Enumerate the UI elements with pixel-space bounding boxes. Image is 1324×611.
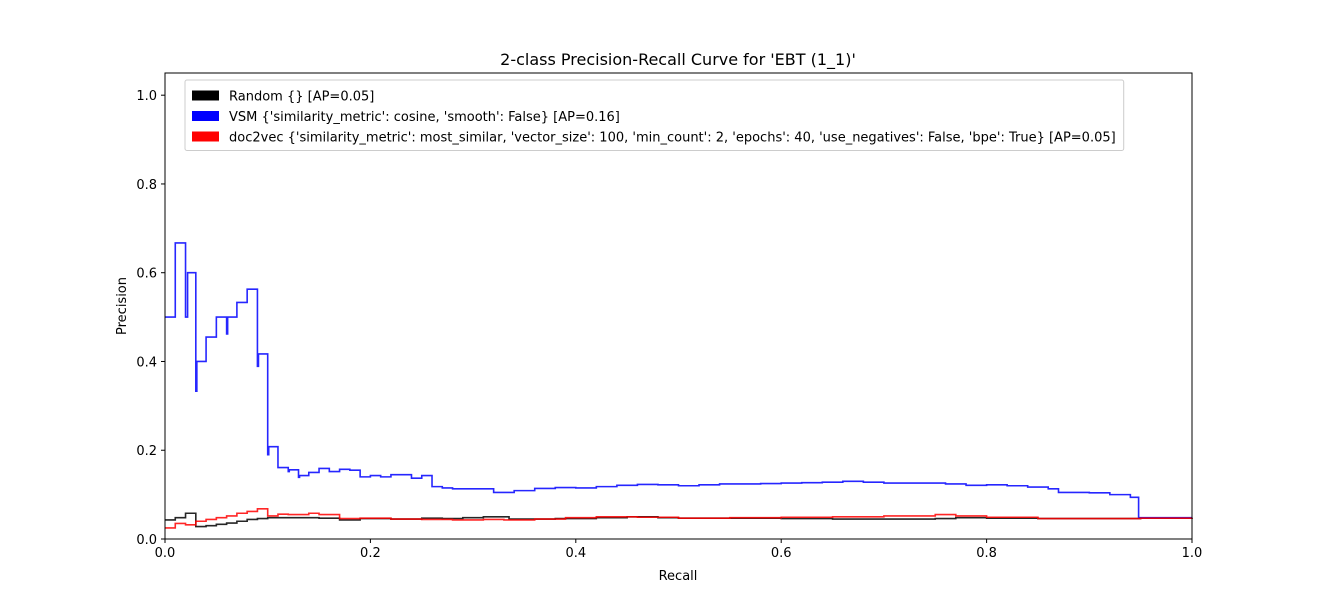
legend-box — [184, 79, 1125, 151]
legend: Random {} [AP=0.05] VSM {'similarity_metr… — [184, 79, 1125, 151]
y-axis-label: Precision — [115, 277, 130, 335]
y-tick-label: 0.8 — [136, 178, 157, 193]
x-tick-label: 0.0 — [155, 546, 176, 561]
series-line-0 — [165, 512, 1193, 528]
series-layer — [165, 242, 1193, 529]
x-axis-label: Recall — [659, 569, 698, 584]
y-tick-label: 0.0 — [136, 533, 157, 548]
legend-label-2: doc2vec {'similarity_metric': most_simil… — [229, 131, 1116, 146]
x-tick-label: 0.8 — [976, 546, 997, 561]
y-tick-label: 0.6 — [136, 267, 157, 282]
legend-label-1: VSM {'similarity_metric': cosine, 'smoot… — [229, 110, 620, 125]
x-axis: 0.0 0.2 0.4 0.6 0.8 1.0 — [155, 539, 1203, 561]
y-tick-label: 0.4 — [136, 355, 157, 370]
legend-label-0: Random {} [AP=0.05] — [229, 90, 374, 105]
plot-frame — [164, 72, 1193, 540]
x-tick-label: 0.4 — [565, 546, 586, 561]
x-tick-label: 0.6 — [771, 546, 792, 561]
legend-swatch-0 — [192, 90, 219, 101]
x-tick-label: 0.2 — [360, 546, 381, 561]
legend-swatch-2 — [192, 131, 219, 142]
series-line-1 — [165, 242, 1192, 519]
x-tick-label: 1.0 — [1182, 546, 1203, 561]
legend-swatch-1 — [192, 111, 219, 121]
y-axis: 0.0 0.2 0.4 0.6 0.8 1.0 — [136, 89, 165, 548]
y-tick-label: 0.2 — [136, 444, 157, 459]
series-line-2 — [165, 508, 1193, 529]
chart-title: 2-class Precision-Recall Curve for 'EBT … — [500, 50, 856, 70]
y-tick-label: 1.0 — [136, 89, 157, 104]
